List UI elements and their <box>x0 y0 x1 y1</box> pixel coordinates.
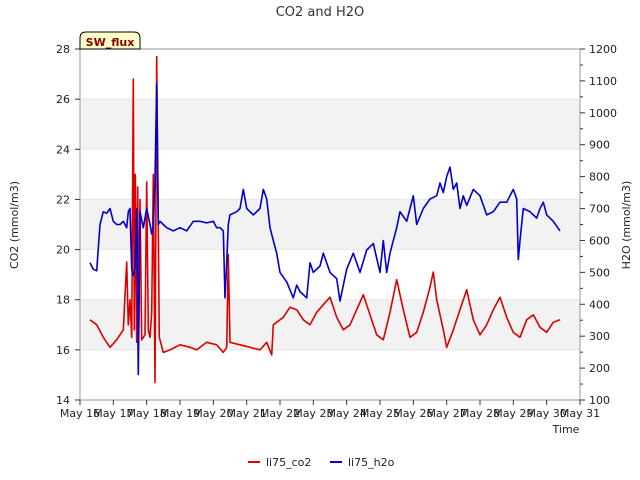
grid-band <box>80 99 580 150</box>
legend: li75_co2 li75_h2o <box>248 456 395 469</box>
y-left-tick-label: 22 <box>56 193 70 206</box>
y-left-tick-label: 20 <box>56 244 70 257</box>
x-tick-label: May 21 <box>227 407 267 420</box>
y-right-tick-label: 700 <box>589 203 610 216</box>
x-tick-label: May 30 <box>527 407 567 420</box>
y-right-tick-label: 1200 <box>589 43 617 56</box>
x-tick-label: May 23 <box>293 407 333 420</box>
x-tick-label: May 26 <box>393 407 433 420</box>
x-tick-label: May 18 <box>127 407 167 420</box>
y-left-tick-label: 14 <box>56 394 70 407</box>
y-right-tick-label: 800 <box>589 171 610 184</box>
y-axis-title-left: CO2 (mmol/m3) <box>8 181 21 269</box>
x-tick-label: May 28 <box>460 407 500 420</box>
x-tick-label: May 25 <box>360 407 400 420</box>
x-tick-label: May 20 <box>193 407 233 420</box>
x-tick-label: May 17 <box>93 407 133 420</box>
legend-label-h2o: li75_h2o <box>348 456 395 469</box>
x-tick-label: May 24 <box>327 407 367 420</box>
sw-flux-badge: SW_flux <box>79 31 141 50</box>
y-right-tick-label: 1100 <box>589 75 617 88</box>
x-tick-label: May 19 <box>160 407 200 420</box>
y-right-tick-label: 900 <box>589 139 610 152</box>
series-line-li75-h2o <box>89 83 561 376</box>
y-axis-title-right: H2O (mmol/m3) <box>620 181 633 270</box>
y-left-tick-label: 18 <box>56 294 70 307</box>
badge-label: SW_flux <box>86 36 135 49</box>
y-right-tick-label: 500 <box>589 266 610 279</box>
x-tick-label: May 22 <box>260 407 300 420</box>
y-left-tick-label: 24 <box>56 143 70 156</box>
y-left-tick-label: 16 <box>56 344 70 357</box>
series-layer <box>89 55 561 384</box>
y-right-tick-label: 1000 <box>589 107 617 120</box>
series-line-li75-co2 <box>89 55 561 384</box>
legend-label-co2: li75_co2 <box>266 456 311 469</box>
x-tick-label: May 27 <box>427 407 467 420</box>
badge-shape <box>79 31 141 50</box>
y-right-tick-label: 200 <box>589 362 610 375</box>
x-axis-title: Time <box>552 423 580 436</box>
y-left-tick-label: 28 <box>56 43 70 56</box>
y-right-tick-label: 600 <box>589 234 610 247</box>
x-tick-label: May 16 <box>60 407 100 420</box>
x-tick-label: May 29 <box>493 407 533 420</box>
chart-title: CO2 and H2O <box>276 5 365 20</box>
x-tick-label: May 31 <box>560 407 600 420</box>
y-right-tick-label: 100 <box>589 394 610 407</box>
y-left-tick-label: 26 <box>56 93 70 106</box>
grid-band <box>80 299 580 350</box>
y-right-tick-label: 300 <box>589 330 610 343</box>
y-right-tick-label: 400 <box>589 298 610 311</box>
